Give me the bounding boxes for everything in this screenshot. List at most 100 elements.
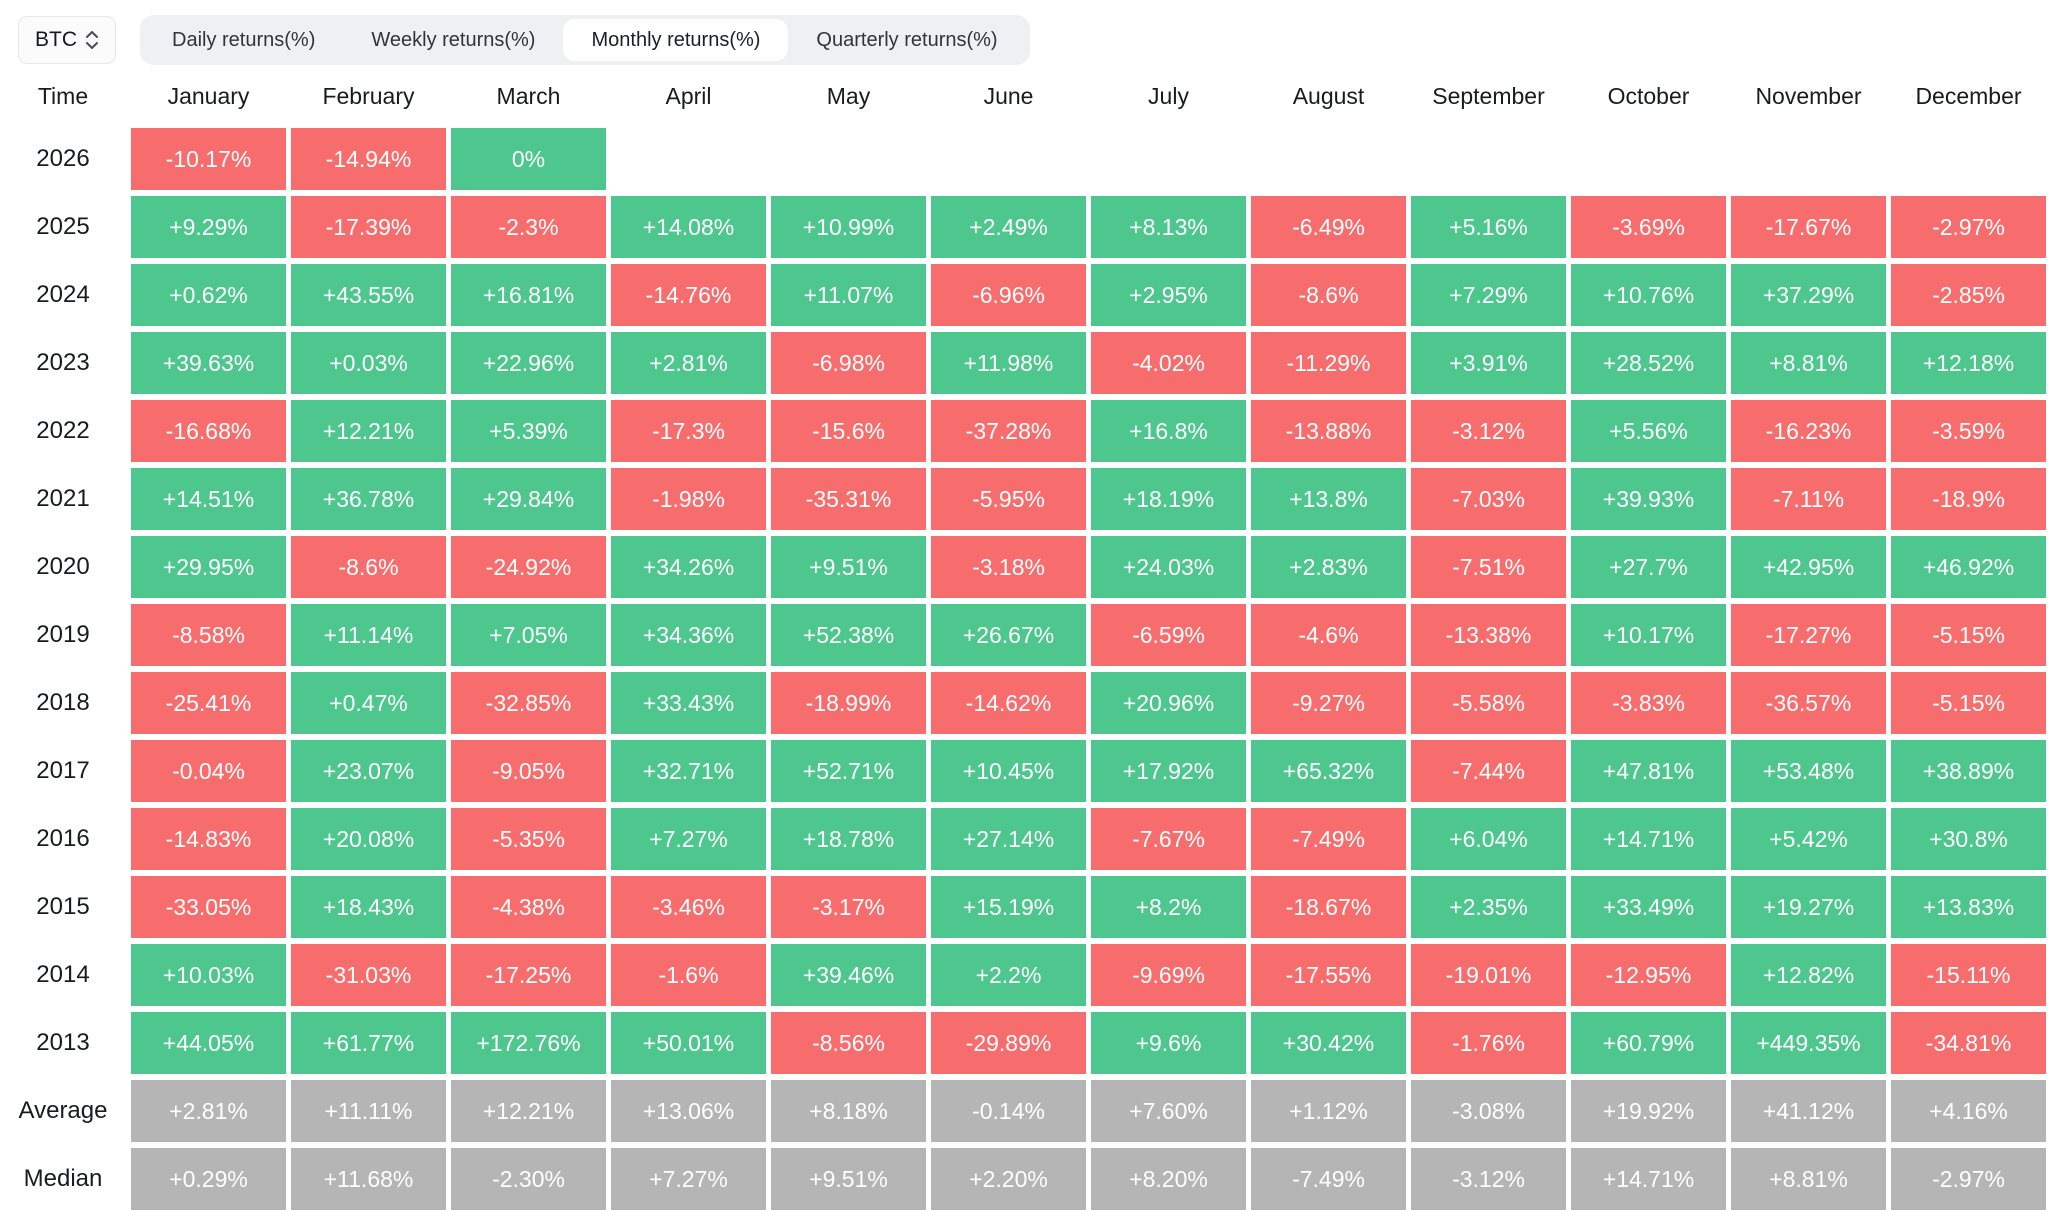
time-column-header: Time bbox=[37, 82, 89, 109]
return-cell: +39.46% bbox=[771, 944, 926, 1006]
column-header-january: January bbox=[167, 82, 250, 109]
return-cell: -29.89% bbox=[931, 1012, 1086, 1074]
return-cell: +12.18% bbox=[1891, 332, 2046, 394]
return-cell: +39.63% bbox=[131, 332, 286, 394]
return-cell: +53.48% bbox=[1731, 740, 1886, 802]
return-cell: -10.17% bbox=[131, 128, 286, 190]
return-cell: +2.49% bbox=[931, 196, 1086, 258]
empty-cell bbox=[1251, 128, 1406, 190]
return-cell: -3.12% bbox=[1411, 400, 1566, 462]
return-cell: +22.96% bbox=[451, 332, 606, 394]
return-cell: +23.07% bbox=[291, 740, 446, 802]
returns-period-tabs: Daily returns(%) Weekly returns(%) Monthly… bbox=[140, 15, 1030, 65]
asset-selector[interactable]: BTC bbox=[18, 16, 116, 64]
return-cell: -1.76% bbox=[1411, 1012, 1566, 1074]
row-label-2013: 2013 bbox=[36, 1029, 90, 1056]
return-cell: +10.17% bbox=[1571, 604, 1726, 666]
return-cell: +7.05% bbox=[451, 604, 606, 666]
return-cell: +16.8% bbox=[1091, 400, 1246, 462]
return-cell: -3.17% bbox=[771, 876, 926, 938]
row-label-2015: 2015 bbox=[36, 893, 90, 920]
return-cell: +13.8% bbox=[1251, 468, 1406, 530]
empty-cell bbox=[1891, 128, 2046, 190]
return-cell: -2.97% bbox=[1891, 1148, 2046, 1210]
return-cell: -13.38% bbox=[1411, 604, 1566, 666]
return-cell: -3.12% bbox=[1411, 1148, 1566, 1210]
return-cell: -18.9% bbox=[1891, 468, 2046, 530]
return-cell: +17.92% bbox=[1091, 740, 1246, 802]
return-cell: -17.39% bbox=[291, 196, 446, 258]
return-cell: -31.03% bbox=[291, 944, 446, 1006]
return-cell: -14.62% bbox=[931, 672, 1086, 734]
return-cell: +41.12% bbox=[1731, 1080, 1886, 1142]
return-cell: -7.44% bbox=[1411, 740, 1566, 802]
column-header-september: September bbox=[1432, 82, 1545, 109]
return-cell: -11.29% bbox=[1251, 332, 1406, 394]
return-cell: -14.83% bbox=[131, 808, 286, 870]
tab-monthly[interactable]: Monthly returns(%) bbox=[563, 19, 789, 61]
return-cell: -9.27% bbox=[1251, 672, 1406, 734]
return-cell: -3.18% bbox=[931, 536, 1086, 598]
return-cell: 0% bbox=[451, 128, 606, 190]
row-label-average: Average bbox=[18, 1097, 108, 1124]
return-cell: -7.51% bbox=[1411, 536, 1566, 598]
return-cell: +449.35% bbox=[1731, 1012, 1886, 1074]
return-cell: +8.20% bbox=[1091, 1148, 1246, 1210]
return-cell: +44.05% bbox=[131, 1012, 286, 1074]
return-cell: -24.92% bbox=[451, 536, 606, 598]
return-cell: -15.6% bbox=[771, 400, 926, 462]
tab-quarterly[interactable]: Quarterly returns(%) bbox=[816, 28, 998, 51]
return-cell: -5.35% bbox=[451, 808, 606, 870]
return-cell: +8.18% bbox=[771, 1080, 926, 1142]
return-cell: -18.67% bbox=[1251, 876, 1406, 938]
return-cell: -8.6% bbox=[1251, 264, 1406, 326]
empty-cell bbox=[771, 128, 926, 190]
return-cell: -4.6% bbox=[1251, 604, 1406, 666]
return-cell: -33.05% bbox=[131, 876, 286, 938]
return-cell: -2.30% bbox=[451, 1148, 606, 1210]
return-cell: +10.03% bbox=[131, 944, 286, 1006]
row-label-2018: 2018 bbox=[36, 689, 90, 716]
return-cell: +9.6% bbox=[1091, 1012, 1246, 1074]
return-cell: +46.92% bbox=[1891, 536, 2046, 598]
return-cell: +32.71% bbox=[611, 740, 766, 802]
return-cell: +14.08% bbox=[611, 196, 766, 258]
return-cell: +5.39% bbox=[451, 400, 606, 462]
column-header-august: August bbox=[1292, 82, 1365, 109]
column-header-october: October bbox=[1607, 82, 1690, 109]
return-cell: +29.84% bbox=[451, 468, 606, 530]
return-cell: +18.19% bbox=[1091, 468, 1246, 530]
return-cell: +30.42% bbox=[1251, 1012, 1406, 1074]
return-cell: -34.81% bbox=[1891, 1012, 2046, 1074]
return-cell: +0.62% bbox=[131, 264, 286, 326]
return-cell: -14.76% bbox=[611, 264, 766, 326]
row-label-2023: 2023 bbox=[36, 349, 90, 376]
return-cell: -19.01% bbox=[1411, 944, 1566, 1006]
return-cell: +2.95% bbox=[1091, 264, 1246, 326]
return-cell: -4.02% bbox=[1091, 332, 1246, 394]
return-cell: -8.6% bbox=[291, 536, 446, 598]
return-cell: +0.03% bbox=[291, 332, 446, 394]
tab-daily[interactable]: Daily returns(%) bbox=[172, 28, 316, 51]
return-cell: +65.32% bbox=[1251, 740, 1406, 802]
return-cell: +16.81% bbox=[451, 264, 606, 326]
column-header-july: July bbox=[1148, 82, 1189, 109]
return-cell: +24.03% bbox=[1091, 536, 1246, 598]
return-cell: +20.96% bbox=[1091, 672, 1246, 734]
return-cell: -2.85% bbox=[1891, 264, 2046, 326]
return-cell: -6.59% bbox=[1091, 604, 1246, 666]
return-cell: -8.56% bbox=[771, 1012, 926, 1074]
return-cell: -16.68% bbox=[131, 400, 286, 462]
return-cell: +0.29% bbox=[131, 1148, 286, 1210]
return-cell: +8.13% bbox=[1091, 196, 1246, 258]
return-cell: +10.76% bbox=[1571, 264, 1726, 326]
return-cell: +18.43% bbox=[291, 876, 446, 938]
return-cell: +34.26% bbox=[611, 536, 766, 598]
return-cell: -7.49% bbox=[1251, 808, 1406, 870]
return-cell: -13.88% bbox=[1251, 400, 1406, 462]
row-label-2016: 2016 bbox=[36, 825, 90, 852]
return-cell: -14.94% bbox=[291, 128, 446, 190]
return-cell: -8.58% bbox=[131, 604, 286, 666]
tab-weekly[interactable]: Weekly returns(%) bbox=[371, 28, 536, 51]
return-cell: +12.82% bbox=[1731, 944, 1886, 1006]
